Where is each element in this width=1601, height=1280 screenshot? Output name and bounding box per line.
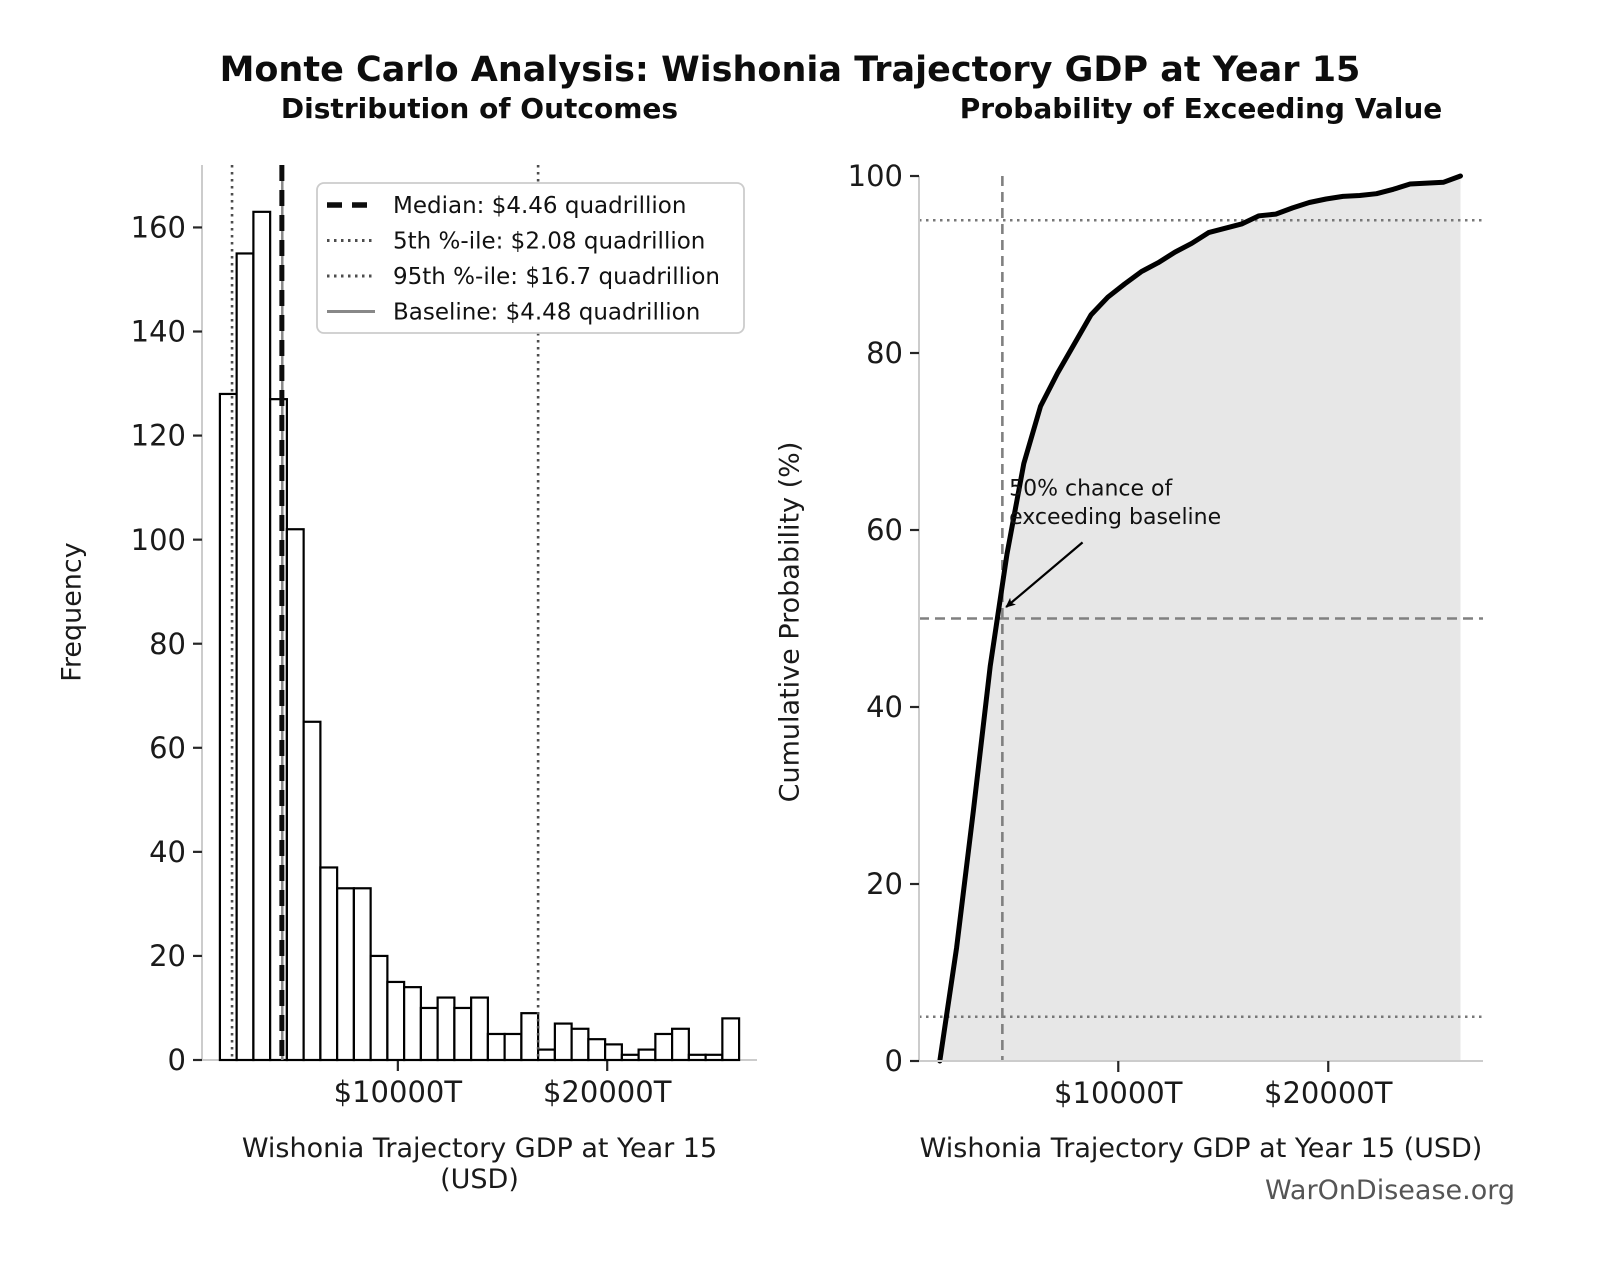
histogram-bars: [218, 210, 741, 1062]
annotation-arrow: [1005, 541, 1084, 608]
y-tick-label: 60: [149, 731, 186, 765]
histogram-title: Distribution of Outcomes: [280, 92, 679, 125]
histogram-bar: [470, 996, 489, 1062]
y-tick-label: 0: [168, 1043, 186, 1077]
y-tick-label: 140: [131, 315, 186, 349]
cdf-x-axis-label: Wishonia Trajectory GDP at Year 15 (USD): [919, 1133, 1483, 1164]
histogram-bar: [269, 398, 288, 1062]
y-tick-label: 100: [848, 159, 903, 193]
histogram-bar: [704, 1053, 724, 1062]
legend-label-p95: 95th %-ile: $16.7 quadrillion: [393, 264, 720, 290]
cdf-title: Probability of Exceeding Value: [959, 92, 1443, 125]
y-tick-label: 160: [131, 211, 186, 245]
histogram-bar: [436, 996, 456, 1062]
y-tick-label: 80: [149, 627, 186, 661]
histogram-bar: [319, 866, 339, 1062]
histogram-bar: [537, 1048, 556, 1062]
x-tick-label: $10000T: [1054, 1076, 1183, 1110]
histogram-bar: [587, 1038, 607, 1062]
histogram-bar: [570, 1027, 590, 1062]
histogram-bar: [503, 1032, 523, 1062]
histogram-bar: [352, 887, 372, 1062]
histogram-bar: [721, 1017, 741, 1062]
x-tick-label: $20000T: [543, 1075, 672, 1109]
legend-label-p5: 5th %-ile: $2.08 quadrillion: [393, 229, 705, 255]
histogram-bar: [252, 210, 272, 1062]
cdf-curve: [937, 173, 1463, 1064]
y-tick-label: 20: [149, 939, 186, 973]
histogram-plot: 0 20 40 60 80 100 120 140 160 $10000T $20000T Media…: [131, 165, 757, 1109]
histogram-bar: [671, 1027, 690, 1062]
histogram-bar: [520, 1012, 540, 1062]
histogram-bar: [369, 954, 389, 1062]
histogram-bar: [687, 1053, 707, 1062]
histogram-bar: [235, 252, 255, 1062]
y-tick-label: 60: [866, 513, 903, 547]
annotation-text-line: exceeding baseline: [1009, 505, 1221, 530]
histogram-bar: [336, 887, 355, 1062]
legend-box: [316, 182, 745, 334]
y-tick-label: 40: [866, 690, 903, 724]
histogram-bar: [486, 1032, 506, 1062]
histogram-bar: [302, 720, 322, 1062]
histogram-y-axis-label: Frequency: [56, 542, 88, 682]
cdf-plot: 0 20 40 60 80 100 $10000T $20000T 50% chance of e…: [848, 159, 1483, 1110]
y-tick-label: 20: [866, 867, 903, 901]
histogram-bar: [654, 1032, 674, 1062]
histogram-bar: [453, 1006, 473, 1062]
y-tick-label: 0: [885, 1044, 903, 1078]
histogram-bar: [637, 1048, 657, 1062]
x-tick-label: $20000T: [1264, 1076, 1393, 1110]
legend: Median: $4.46 quadrillion 5th %-ile: $2.0…: [316, 182, 745, 334]
cdf-y-axis-label: Cumulative Probability (%): [774, 441, 806, 803]
legend-label-baseline: Baseline: $4.48 quadrillion: [393, 300, 700, 326]
histogram-bar: [553, 1022, 573, 1062]
y-tick-label: 80: [866, 336, 903, 370]
annotation-text-line: 50% chance of: [1009, 476, 1173, 501]
watermark-text: WarOnDisease.org: [1264, 1175, 1515, 1206]
histogram-bar: [419, 1006, 439, 1062]
annotation: 50% chance of exceeding baseline: [1005, 476, 1221, 608]
histogram-bar: [218, 392, 238, 1062]
y-tick-label: 120: [131, 419, 186, 453]
histogram-bar: [620, 1053, 640, 1062]
x-tick-label: $10000T: [334, 1075, 463, 1109]
histogram-x-axis-label: Wishonia Trajectory GDP at Year 15 (USD): [241, 1133, 718, 1195]
y-tick-label: 40: [149, 835, 186, 869]
figure-title: Monte Carlo Analysis: Wishonia Trajector…: [219, 50, 1361, 90]
legend-label-median: Median: $4.46 quadrillion: [393, 193, 686, 219]
histogram-bar: [403, 986, 422, 1062]
histogram-bar: [604, 1043, 623, 1062]
histogram-bar: [285, 528, 305, 1062]
histogram-bar: [386, 980, 406, 1062]
y-tick-label: 100: [131, 523, 186, 557]
